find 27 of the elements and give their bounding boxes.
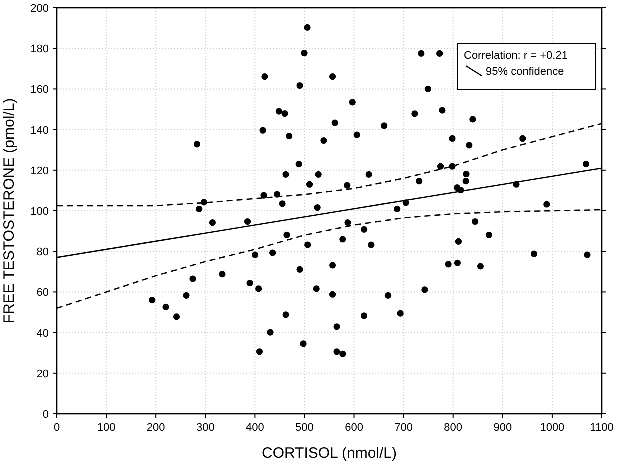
y-tick-label: 20	[36, 368, 49, 380]
y-tick-label: 60	[36, 287, 49, 300]
y-tick-label: 100	[30, 206, 49, 218]
y-axis-title: FREE TESTOSTERONE (pmol/L)	[1, 98, 18, 324]
y-tick-label: 120	[30, 165, 49, 178]
legend-title: Correlation: r = +0.21	[464, 50, 568, 62]
x-tick-label: 700	[394, 422, 413, 434]
x-tick-label: 500	[296, 422, 314, 434]
y-tick-label: 40	[36, 328, 49, 340]
y-tick-label: 80	[36, 246, 49, 259]
x-tick-label: 800	[444, 422, 463, 434]
x-tick-label: 1100	[590, 422, 614, 434]
y-tick-label: 200	[30, 3, 49, 15]
legend-label: 95% confidence	[486, 66, 564, 78]
y-tick-label: 0	[42, 409, 49, 421]
y-tick-label: 160	[30, 84, 49, 96]
x-tick-label: 900	[494, 422, 512, 434]
x-tick-label: 600	[345, 422, 364, 434]
x-tick-label: 1000	[540, 422, 565, 434]
x-tick-label: 100	[97, 422, 116, 434]
y-tick-label: 140	[30, 124, 49, 137]
y-tick-label: 180	[30, 44, 49, 56]
x-axis-title: CORTISOL (nmol/L)	[262, 445, 398, 462]
x-tick-label: 0	[54, 422, 60, 434]
x-tick-label: 400	[246, 422, 264, 434]
x-tick-label: 300	[196, 422, 215, 434]
x-tick-label: 200	[146, 422, 166, 434]
